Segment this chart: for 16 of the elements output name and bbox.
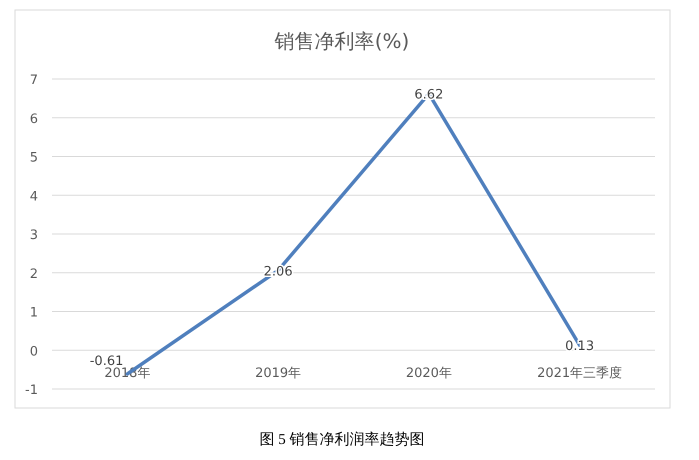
y-tick-label: 6 <box>30 112 38 127</box>
y-tick-label: 7 <box>30 73 38 88</box>
y-tick-label: 3 <box>30 228 38 243</box>
y-tick-label: 0 <box>30 344 38 360</box>
caption: 图 5 销售净利润率趋势图 <box>260 431 424 448</box>
chart-title: 销售净利率(%) <box>274 29 410 53</box>
y-tick-label: 1 <box>30 306 38 320</box>
x-tick-label: 2021年三季度 <box>537 365 622 381</box>
data-label: 0.13 <box>565 339 594 354</box>
y-tick-label: 2 <box>30 266 38 282</box>
y-tick-label: -1 <box>25 383 38 398</box>
x-tick-label: 2020年 <box>406 366 452 381</box>
y-tick-label: 5 <box>30 150 38 166</box>
y-tick-label: 4 <box>30 189 38 204</box>
data-label: -0.61 <box>90 354 124 369</box>
x-tick-label: 2019年 <box>255 366 302 381</box>
